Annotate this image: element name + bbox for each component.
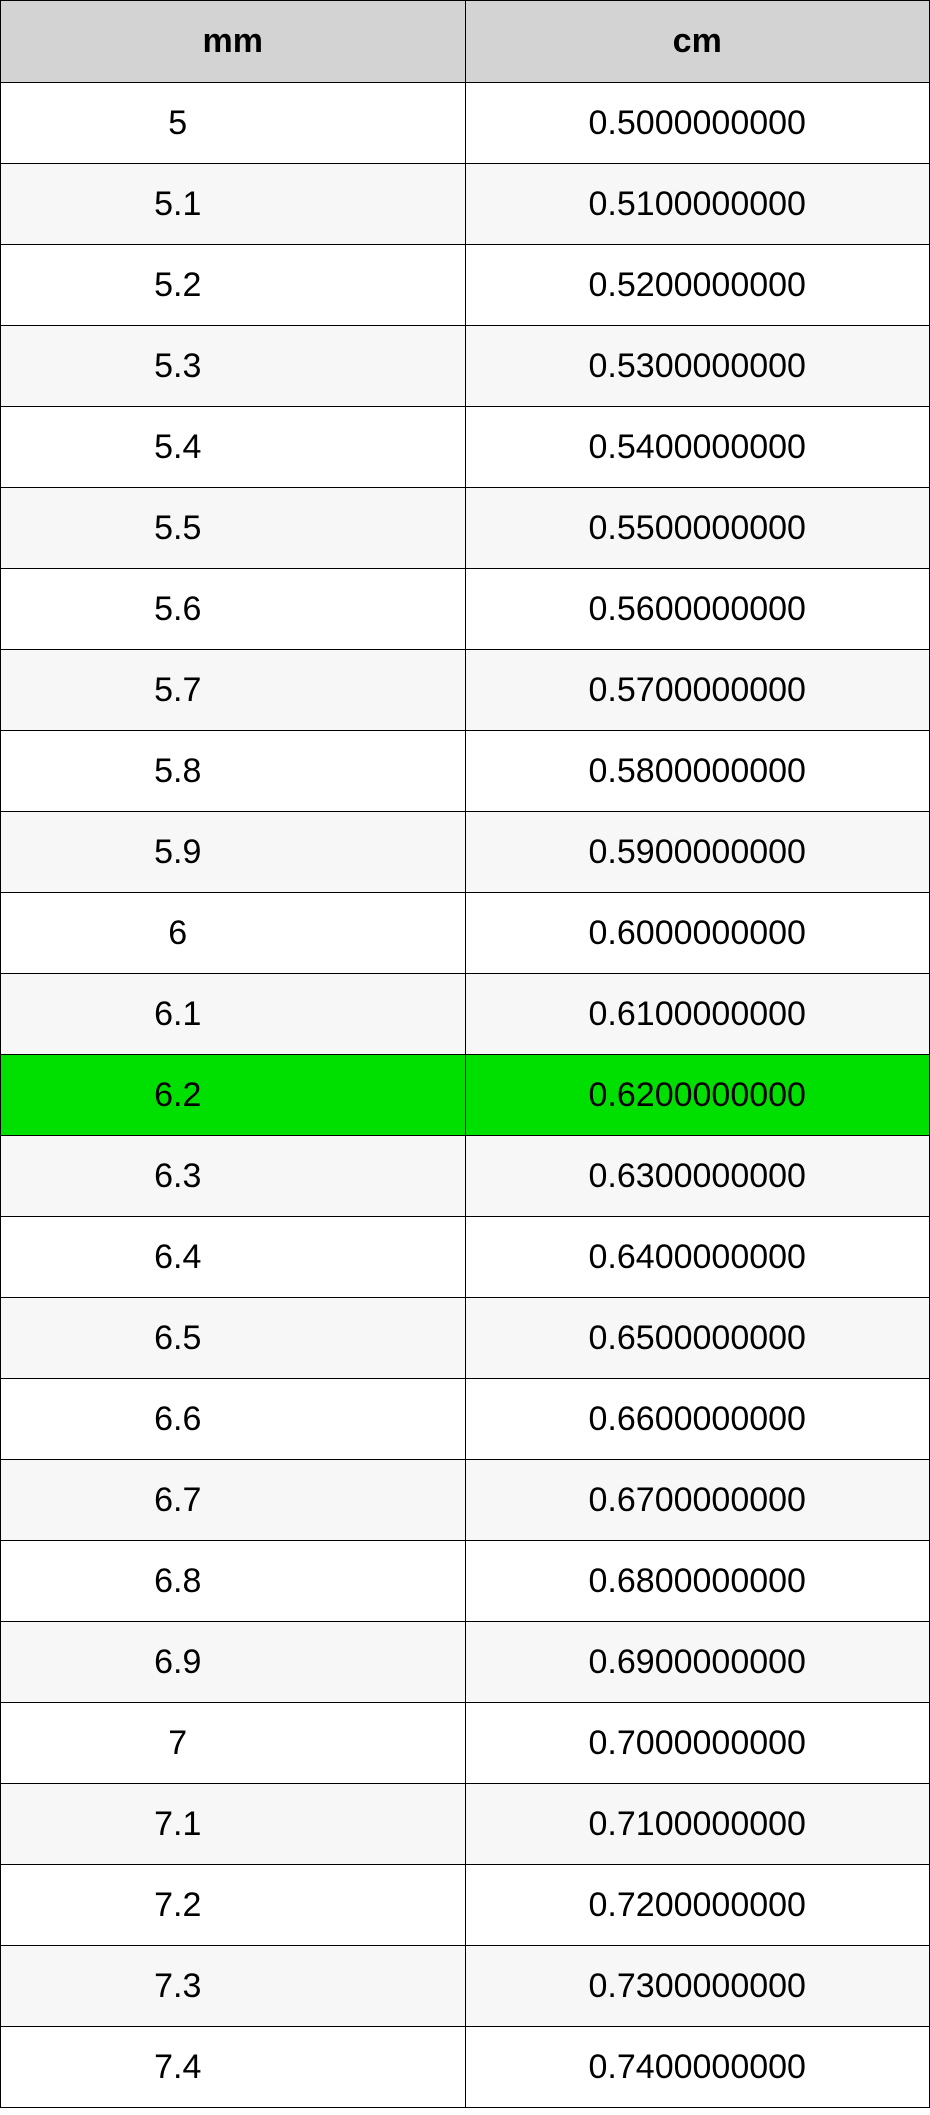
cm-cell: 0.7300000000	[465, 1946, 930, 2027]
mm-cell: 6.6	[1, 1379, 466, 1460]
mm-cell: 6.5	[1, 1298, 466, 1379]
mm-cell: 6.2	[1, 1055, 466, 1136]
cm-cell: 0.5000000000	[465, 83, 930, 164]
cm-cell: 0.6300000000	[465, 1136, 930, 1217]
table-row: 7.20.7200000000	[1, 1865, 930, 1946]
mm-cell: 5.1	[1, 164, 466, 245]
mm-cell: 6.8	[1, 1541, 466, 1622]
mm-cell: 6.7	[1, 1460, 466, 1541]
table-row: 7.10.7100000000	[1, 1784, 930, 1865]
cm-cell: 0.5400000000	[465, 407, 930, 488]
mm-cell: 5.8	[1, 731, 466, 812]
cm-cell: 0.7000000000	[465, 1703, 930, 1784]
table-row: 6.80.6800000000	[1, 1541, 930, 1622]
table-row: 6.70.6700000000	[1, 1460, 930, 1541]
cm-cell: 0.6200000000	[465, 1055, 930, 1136]
column-header-mm: mm	[1, 1, 466, 83]
mm-cell: 6.9	[1, 1622, 466, 1703]
cm-cell: 0.5700000000	[465, 650, 930, 731]
table-row: 5.90.5900000000	[1, 812, 930, 893]
mm-cell: 5.9	[1, 812, 466, 893]
cm-cell: 0.6400000000	[465, 1217, 930, 1298]
mm-cell: 7.1	[1, 1784, 466, 1865]
table-row: 7.30.7300000000	[1, 1946, 930, 2027]
mm-cell: 5.5	[1, 488, 466, 569]
cm-cell: 0.6600000000	[465, 1379, 930, 1460]
mm-cell: 7.2	[1, 1865, 466, 1946]
cm-cell: 0.5800000000	[465, 731, 930, 812]
cm-cell: 0.6100000000	[465, 974, 930, 1055]
table-row: 6.60.6600000000	[1, 1379, 930, 1460]
table-row: 70.7000000000	[1, 1703, 930, 1784]
cm-cell: 0.5600000000	[465, 569, 930, 650]
cm-cell: 0.5200000000	[465, 245, 930, 326]
cm-cell: 0.6700000000	[465, 1460, 930, 1541]
table-row: 5.50.5500000000	[1, 488, 930, 569]
table-row: 5.20.5200000000	[1, 245, 930, 326]
cm-cell: 0.6800000000	[465, 1541, 930, 1622]
mm-cell: 5.6	[1, 569, 466, 650]
mm-cell: 6.4	[1, 1217, 466, 1298]
mm-cell: 7	[1, 1703, 466, 1784]
table-row: 5.70.5700000000	[1, 650, 930, 731]
table-row: 5.40.5400000000	[1, 407, 930, 488]
table-row: 6.20.6200000000	[1, 1055, 930, 1136]
cm-cell: 0.7100000000	[465, 1784, 930, 1865]
cm-cell: 0.6500000000	[465, 1298, 930, 1379]
mm-cell: 6.3	[1, 1136, 466, 1217]
table-row: 5.30.5300000000	[1, 326, 930, 407]
mm-cell: 5.2	[1, 245, 466, 326]
table-row: 5.60.5600000000	[1, 569, 930, 650]
table-row: 50.5000000000	[1, 83, 930, 164]
cm-cell: 0.5100000000	[465, 164, 930, 245]
cm-cell: 0.5500000000	[465, 488, 930, 569]
cm-cell: 0.7400000000	[465, 2027, 930, 2108]
table-row: 5.10.5100000000	[1, 164, 930, 245]
table-row: 5.80.5800000000	[1, 731, 930, 812]
table-row: 7.40.7400000000	[1, 2027, 930, 2108]
conversion-table: mm cm 50.50000000005.10.51000000005.20.5…	[0, 0, 930, 2108]
cm-cell: 0.6000000000	[465, 893, 930, 974]
mm-cell: 7.3	[1, 1946, 466, 2027]
column-header-cm: cm	[465, 1, 930, 83]
table-row: 6.30.6300000000	[1, 1136, 930, 1217]
mm-cell: 6	[1, 893, 466, 974]
mm-cell: 5	[1, 83, 466, 164]
table-row: 6.10.6100000000	[1, 974, 930, 1055]
cm-cell: 0.5300000000	[465, 326, 930, 407]
cm-cell: 0.7200000000	[465, 1865, 930, 1946]
table-row: 6.40.6400000000	[1, 1217, 930, 1298]
cm-cell: 0.5900000000	[465, 812, 930, 893]
mm-cell: 5.7	[1, 650, 466, 731]
mm-cell: 6.1	[1, 974, 466, 1055]
mm-cell: 5.3	[1, 326, 466, 407]
table-row: 6.90.6900000000	[1, 1622, 930, 1703]
mm-cell: 5.4	[1, 407, 466, 488]
cm-cell: 0.6900000000	[465, 1622, 930, 1703]
mm-cell: 7.4	[1, 2027, 466, 2108]
table-header-row: mm cm	[1, 1, 930, 83]
table-row: 6.50.6500000000	[1, 1298, 930, 1379]
table-row: 60.6000000000	[1, 893, 930, 974]
